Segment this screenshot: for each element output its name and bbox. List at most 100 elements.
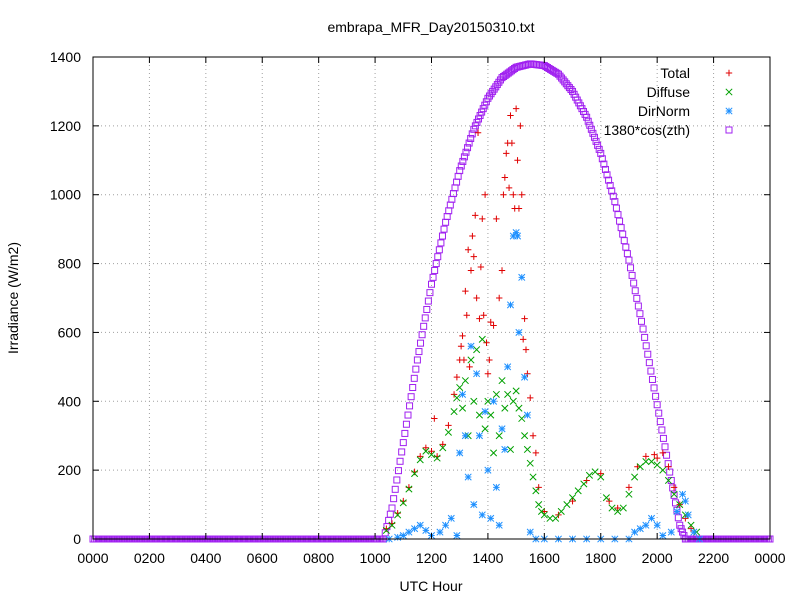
data-point [481, 408, 489, 416]
data-point [417, 339, 425, 347]
data-point [467, 134, 475, 142]
data-point [591, 468, 599, 476]
data-point [490, 322, 497, 329]
data-point [589, 129, 597, 137]
data-point [468, 130, 476, 138]
data-point [422, 444, 430, 451]
data-point [670, 484, 678, 491]
data-point [623, 250, 631, 258]
data-point [459, 157, 467, 165]
x-axis-label: UTC Hour [399, 578, 462, 594]
data-point [507, 112, 514, 119]
data-point [597, 470, 604, 477]
data-point [521, 373, 529, 381]
x-tick-label: 1800 [585, 550, 616, 566]
data-point [466, 363, 473, 371]
data-point [420, 322, 428, 330]
data-point [546, 514, 554, 522]
y-axis-label: Irradiance (W/m2) [5, 242, 21, 354]
data-point [390, 495, 398, 503]
data-point [484, 397, 492, 405]
data-point [407, 393, 415, 401]
data-point [475, 432, 484, 440]
data-point [492, 390, 500, 398]
data-point [386, 510, 394, 518]
data-point [608, 504, 616, 512]
data-point [687, 521, 695, 529]
data-point [616, 217, 624, 225]
data-point [614, 507, 622, 516]
data-point [428, 280, 435, 288]
data-point [595, 145, 603, 153]
data-point [636, 310, 644, 318]
data-point [382, 526, 390, 534]
data-point [681, 497, 689, 505]
data-point [453, 394, 461, 402]
data-point [423, 305, 431, 313]
data-point [647, 457, 656, 466]
data-point [396, 457, 404, 465]
data-point [448, 195, 456, 203]
data-point [666, 468, 674, 476]
data-point [513, 232, 522, 240]
data-point [665, 463, 672, 470]
data-point [600, 160, 608, 168]
data-point [676, 501, 684, 509]
data-point [627, 264, 635, 272]
data-point [479, 215, 486, 223]
data-point [484, 370, 492, 377]
data-point [510, 191, 517, 198]
data-point [438, 232, 446, 240]
x-tick-label: 1400 [472, 550, 503, 566]
data-point [398, 448, 406, 456]
data-point [472, 212, 479, 219]
data-point [456, 449, 464, 457]
data-point [518, 191, 525, 198]
data-point [424, 297, 432, 305]
data-point [659, 532, 667, 540]
data-point [527, 394, 534, 402]
data-point [631, 473, 639, 481]
data-point [506, 445, 515, 454]
data-point [483, 339, 490, 346]
data-point [442, 521, 450, 529]
data-point [655, 409, 663, 417]
data-point [529, 473, 537, 481]
data-point [409, 384, 417, 392]
plot-area [89, 60, 774, 543]
data-point [439, 441, 446, 448]
data-point [467, 356, 475, 364]
data-point [508, 139, 516, 147]
data-point [658, 426, 666, 434]
data-point [631, 287, 639, 295]
data-point [445, 422, 452, 429]
data-point [399, 439, 407, 447]
data-point [684, 511, 692, 519]
data-point [415, 348, 423, 356]
data-point [636, 525, 644, 533]
data-point [457, 343, 465, 350]
data-point [461, 432, 469, 440]
data-point [401, 429, 409, 437]
data-point [490, 449, 498, 457]
data-point [690, 528, 698, 536]
data-point [487, 514, 495, 522]
data-point [523, 411, 531, 419]
data-point [405, 485, 413, 493]
data-point [651, 451, 658, 458]
x-tick-label: 0000 [754, 550, 785, 566]
data-point [594, 141, 602, 149]
data-point [656, 418, 664, 426]
data-point [617, 224, 625, 232]
series-cross [382, 335, 701, 536]
data-point [437, 239, 445, 247]
data-point [663, 451, 671, 459]
data-point [515, 328, 523, 336]
x-tick-label: 0600 [247, 550, 278, 566]
data-point [464, 246, 472, 253]
legend-marker [725, 69, 733, 77]
data-point [459, 332, 466, 340]
data-point [458, 390, 467, 398]
data-point [552, 514, 560, 522]
